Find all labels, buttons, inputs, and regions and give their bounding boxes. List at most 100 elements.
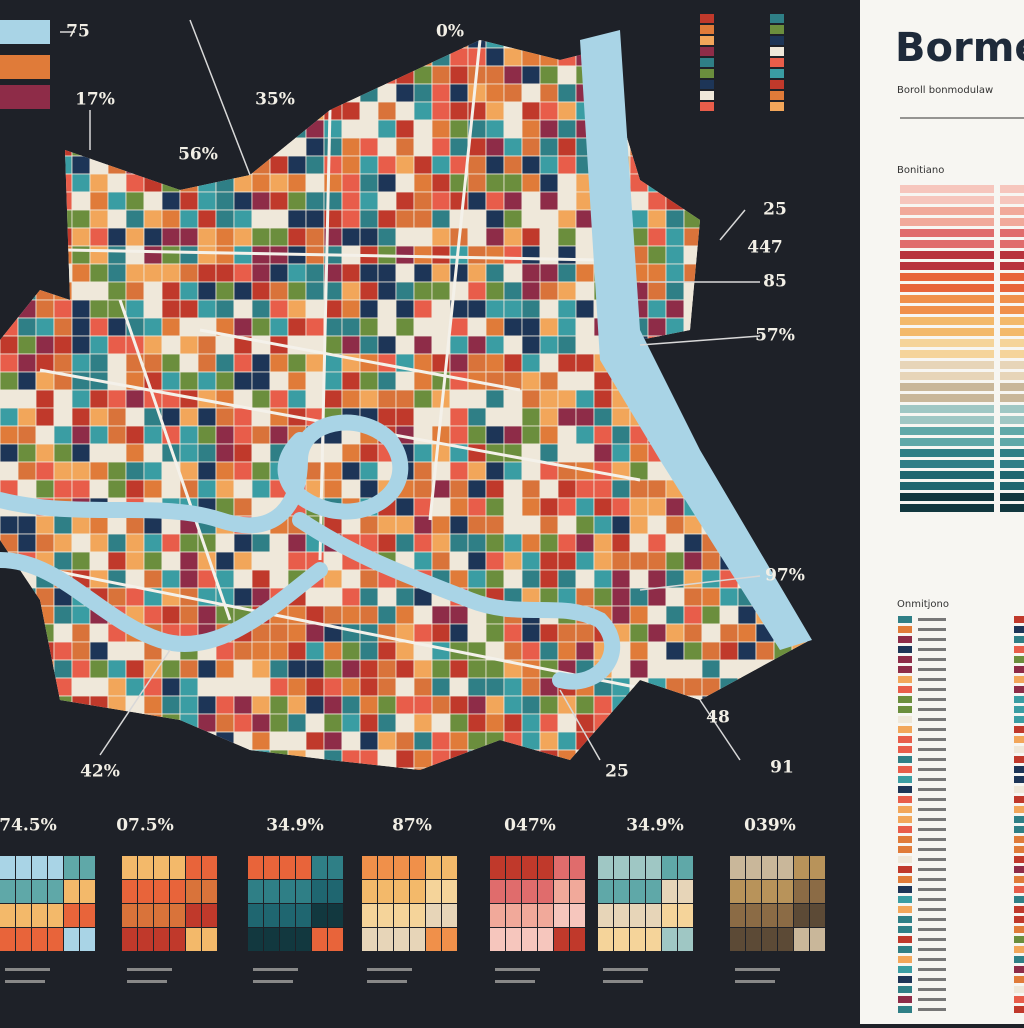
district-block bbox=[467, 209, 487, 229]
list-swatch bbox=[1014, 666, 1024, 673]
district-block bbox=[377, 749, 397, 769]
district-block bbox=[359, 569, 379, 589]
district-block bbox=[89, 299, 109, 319]
swatch-cell bbox=[614, 856, 629, 879]
district-block bbox=[359, 515, 379, 535]
district-block bbox=[359, 443, 379, 463]
scale-bar bbox=[1000, 317, 1024, 325]
district-block bbox=[359, 695, 379, 715]
swatch-cell bbox=[122, 904, 137, 927]
district-block bbox=[701, 587, 721, 607]
district-block bbox=[89, 677, 109, 697]
scale-bar bbox=[1000, 361, 1024, 369]
district-block bbox=[107, 281, 127, 301]
district-block bbox=[521, 65, 541, 85]
district-block bbox=[377, 191, 397, 211]
scale-bar bbox=[1000, 185, 1024, 193]
district-block bbox=[521, 317, 541, 337]
district-block bbox=[611, 407, 631, 427]
scale-bar bbox=[1000, 328, 1024, 336]
legend-swatch bbox=[700, 58, 714, 67]
district-block bbox=[647, 497, 667, 517]
district-block bbox=[359, 191, 379, 211]
district-block bbox=[737, 641, 757, 661]
list-text bbox=[918, 768, 946, 771]
district-block bbox=[143, 533, 163, 553]
district-block bbox=[665, 227, 685, 247]
list-swatch bbox=[1014, 806, 1024, 813]
swatch-cell bbox=[506, 928, 521, 951]
district-block bbox=[611, 587, 631, 607]
swatch-cell bbox=[264, 880, 279, 903]
scale-bar bbox=[1000, 416, 1024, 424]
scale-bar bbox=[900, 504, 994, 512]
district-block bbox=[431, 731, 451, 751]
district-block bbox=[557, 83, 577, 103]
district-block bbox=[413, 713, 433, 733]
district-block bbox=[71, 317, 91, 337]
swatch-cell bbox=[154, 880, 169, 903]
district-block bbox=[107, 659, 127, 679]
district-block bbox=[251, 209, 271, 229]
district-block bbox=[179, 677, 199, 697]
list-swatch bbox=[1014, 896, 1024, 903]
swatch-cell bbox=[154, 928, 169, 951]
legend-swatch bbox=[770, 69, 784, 78]
district-block bbox=[215, 659, 235, 679]
district-block bbox=[287, 263, 307, 283]
swatch-cell bbox=[122, 928, 137, 951]
swatch-cell bbox=[506, 904, 521, 927]
district-block bbox=[305, 299, 325, 319]
district-block bbox=[35, 533, 55, 553]
district-block bbox=[233, 299, 253, 319]
district-block bbox=[233, 677, 253, 697]
district-block bbox=[53, 335, 73, 355]
district-block bbox=[413, 299, 433, 319]
district-block bbox=[341, 731, 361, 751]
district-block bbox=[71, 407, 91, 427]
district-block bbox=[557, 65, 577, 85]
swatch-cell bbox=[32, 928, 47, 951]
swatch-cell bbox=[170, 928, 185, 951]
district-block bbox=[467, 479, 487, 499]
district-block bbox=[449, 389, 469, 409]
district-block bbox=[539, 227, 559, 247]
district-block bbox=[53, 389, 73, 409]
swatch-note bbox=[603, 980, 643, 983]
district-block bbox=[485, 155, 505, 175]
scale-bar bbox=[900, 251, 994, 259]
district-block bbox=[287, 731, 307, 751]
district-block bbox=[359, 677, 379, 697]
list-swatch bbox=[898, 906, 912, 913]
district-block bbox=[0, 407, 19, 427]
legend-swatch bbox=[770, 58, 784, 67]
list-swatch bbox=[898, 816, 912, 823]
district-block bbox=[431, 101, 451, 121]
district-block bbox=[467, 677, 487, 697]
district-block bbox=[413, 389, 433, 409]
district-block bbox=[611, 425, 631, 445]
district-block bbox=[539, 515, 559, 535]
district-block bbox=[539, 353, 559, 373]
district-block bbox=[377, 695, 397, 715]
district-block bbox=[287, 299, 307, 319]
district-block bbox=[557, 353, 577, 373]
list-swatch bbox=[898, 866, 912, 873]
district-block bbox=[215, 371, 235, 391]
list-swatch bbox=[898, 616, 912, 623]
district-block bbox=[485, 407, 505, 427]
district-block bbox=[179, 533, 199, 553]
list-text bbox=[918, 808, 946, 811]
district-block bbox=[431, 317, 451, 337]
swatch-cell bbox=[280, 904, 295, 927]
swatch-note bbox=[5, 980, 45, 983]
district-block bbox=[143, 569, 163, 589]
district-block bbox=[53, 425, 73, 445]
river-east bbox=[580, 30, 812, 650]
list-swatch bbox=[1014, 796, 1024, 803]
swatch-cell bbox=[570, 856, 585, 879]
district-block bbox=[521, 119, 541, 139]
district-block bbox=[233, 263, 253, 283]
district-block bbox=[107, 209, 127, 229]
swatch-cell bbox=[746, 880, 761, 903]
